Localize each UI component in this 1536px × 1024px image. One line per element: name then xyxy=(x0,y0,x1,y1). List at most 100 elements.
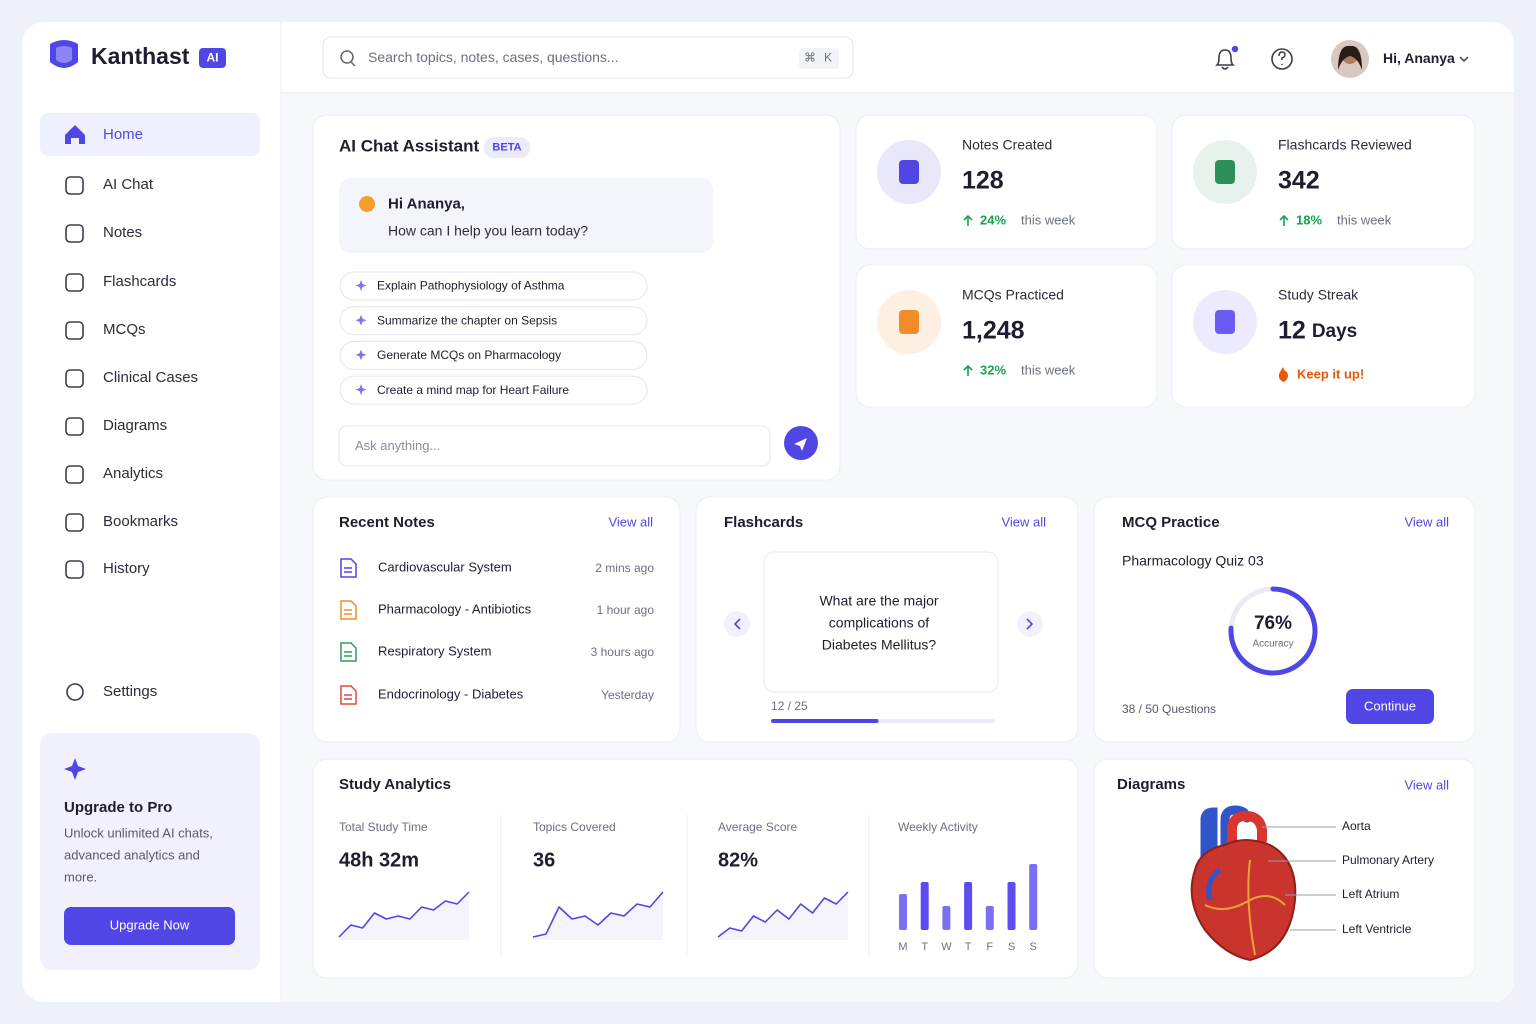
nav-icon xyxy=(65,224,84,243)
search-box[interactable] xyxy=(322,36,854,79)
view-all-link[interactable]: View all xyxy=(608,514,653,529)
stat-period: this week xyxy=(1021,212,1076,227)
upgrade-button-text[interactable]: Upgrade Now xyxy=(110,917,190,932)
activity-bar xyxy=(964,882,973,930)
section-title: Flashcards xyxy=(724,514,803,531)
continue-button[interactable] xyxy=(1346,689,1434,724)
stat-icon xyxy=(899,310,919,334)
search-icon xyxy=(340,50,354,64)
flashcard-nav[interactable] xyxy=(724,611,750,637)
chat-input[interactable] xyxy=(338,425,771,467)
nav-label[interactable]: Flashcards xyxy=(103,273,176,290)
nav-icon xyxy=(65,273,84,292)
diagram-label: Left Ventricle xyxy=(1342,922,1412,936)
section-title: MCQ Practice xyxy=(1122,514,1220,531)
sparkle-icon xyxy=(355,384,367,396)
flashcard-question: What are the major xyxy=(819,593,938,609)
nav-label[interactable]: Bookmarks xyxy=(103,513,178,530)
note-title[interactable]: Endocrinology - Diabetes xyxy=(378,686,524,701)
heart-vein xyxy=(1206,867,1222,901)
suggestion-pill[interactable] xyxy=(339,375,648,405)
nav-item[interactable] xyxy=(40,113,260,156)
nav-label[interactable]: Analytics xyxy=(103,465,163,482)
view-all-link[interactable]: View all xyxy=(1404,777,1449,792)
suggestion-pill[interactable] xyxy=(339,306,648,336)
day-label: F xyxy=(986,941,993,953)
suggestion-pill[interactable] xyxy=(339,340,648,370)
nav-item[interactable] xyxy=(40,308,260,351)
mcq-card xyxy=(1093,496,1476,743)
nav-label[interactable]: Clinical Cases xyxy=(103,369,198,386)
nav-label[interactable]: AI Chat xyxy=(103,176,154,193)
suggestion-pill[interactable] xyxy=(339,271,648,301)
chevron xyxy=(733,618,741,630)
note-time: Yesterday xyxy=(601,688,654,702)
nav-label[interactable]: MCQs xyxy=(103,321,146,338)
upgrade-text: Unlock unlimited AI chats, xyxy=(64,825,213,840)
suggestion-text[interactable]: Explain Pathophysiology of Asthma xyxy=(377,279,565,293)
view-all-link[interactable]: View all xyxy=(1001,514,1046,529)
nav-label[interactable]: Home xyxy=(103,126,143,143)
nav-icon xyxy=(65,321,84,340)
nav-icon xyxy=(65,417,84,436)
brand-badge xyxy=(199,48,226,68)
day-label: M xyxy=(898,941,907,953)
note-icon xyxy=(340,558,357,578)
activity-bar xyxy=(1007,882,1016,930)
bell-icon[interactable] xyxy=(1215,49,1235,70)
up-arrow xyxy=(963,214,973,226)
bell-dot xyxy=(1230,44,1240,54)
chat-input-placeholder: Ask anything... xyxy=(355,438,440,453)
suggestion-text[interactable]: Generate MCQs on Pharmacology xyxy=(377,348,561,362)
nav-icon xyxy=(65,465,84,484)
suggestion-text[interactable]: Create a mind map for Heart Failure xyxy=(377,383,569,397)
stat-unit: Days xyxy=(1312,321,1357,342)
activity-bar xyxy=(985,906,994,930)
send-icon xyxy=(794,438,807,451)
accuracy-caption: Accuracy xyxy=(1252,639,1293,650)
suggestion-text[interactable]: Summarize the chapter on Sepsis xyxy=(377,313,557,327)
stat-period: this week xyxy=(1021,362,1076,377)
metric-value: 48h 32m xyxy=(339,849,419,871)
activity-bar xyxy=(920,882,929,930)
nav-item[interactable] xyxy=(40,211,260,254)
view-all-link[interactable]: View all xyxy=(1404,514,1449,529)
note-title[interactable]: Respiratory System xyxy=(378,643,491,658)
nav-icon xyxy=(65,176,84,195)
nav-label[interactable]: Settings xyxy=(103,683,157,700)
upgrade-title: Upgrade to Pro xyxy=(64,799,172,816)
nav-label[interactable]: Notes xyxy=(103,224,142,241)
day-label: T xyxy=(921,941,928,953)
note-title[interactable]: Pharmacology - Antibiotics xyxy=(378,601,532,616)
stat-value: 128 xyxy=(962,167,1004,195)
nav-label[interactable]: Diagrams xyxy=(103,417,167,434)
flashcard-nav[interactable] xyxy=(1017,611,1043,637)
user-greeting[interactable]: Hi, Ananya xyxy=(1383,50,1455,66)
stat-change: 24% xyxy=(980,212,1006,227)
stat-label: Notes Created xyxy=(962,137,1052,153)
nav-icon xyxy=(65,369,84,388)
note-time: 1 hour ago xyxy=(597,603,655,617)
activity-bar xyxy=(942,906,951,930)
continue-text[interactable]: Continue xyxy=(1364,698,1416,713)
avatar-hair xyxy=(1338,45,1362,70)
recent-notes-card xyxy=(312,496,681,743)
day-label: S xyxy=(1030,941,1037,953)
stat-note: Keep it up! xyxy=(1297,366,1364,381)
sparkle-icon xyxy=(355,280,367,291)
upgrade-button[interactable] xyxy=(64,907,235,945)
help-icon[interactable] xyxy=(1271,48,1293,70)
stat-label: MCQs Practiced xyxy=(962,287,1064,303)
note-title[interactable]: Cardiovascular System xyxy=(378,559,512,574)
chat-title: AI Chat Assistant xyxy=(339,136,479,155)
nav-label[interactable]: History xyxy=(103,560,150,577)
brand-badge-text: AI xyxy=(207,51,219,65)
nav-item[interactable] xyxy=(40,547,260,590)
diagram-label: Aorta xyxy=(1342,819,1371,833)
beta-text: BETA xyxy=(492,141,521,153)
stat-value: 342 xyxy=(1278,167,1320,195)
upgrade-text: more. xyxy=(64,869,97,884)
settings-icon xyxy=(66,683,84,701)
flashcard[interactable] xyxy=(763,551,999,693)
